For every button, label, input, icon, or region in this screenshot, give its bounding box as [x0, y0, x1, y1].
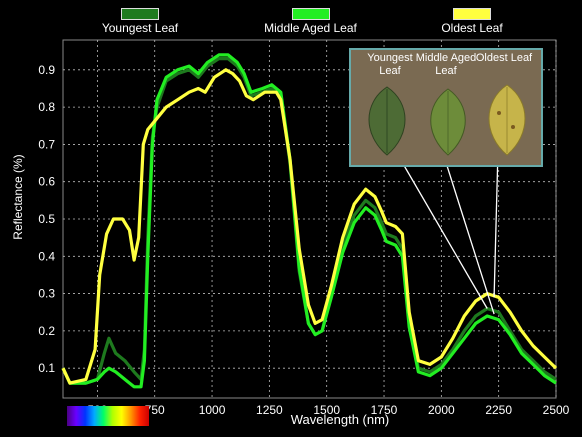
middle-aged-leaf-image [430, 88, 466, 156]
legend-item-oldest: Oldest Leaf [432, 8, 512, 35]
visible-spectrum-bar [67, 406, 149, 426]
legend-label-youngest: Youngest Leaf [101, 21, 179, 35]
y-tick-label: 0.3 [38, 287, 55, 301]
legend: Youngest Leaf Middle Aged Leaf Oldest Le… [0, 0, 582, 40]
legend-swatch-oldest [453, 8, 491, 20]
inset-label-oldest: Oldest Leaf [475, 52, 533, 64]
x-tick-label: 1000 [199, 403, 226, 417]
leaf-photo-inset: Youngest Leaf Middle Aged Leaf Oldest Le… [349, 48, 543, 167]
legend-item-youngest: Youngest Leaf [100, 8, 180, 35]
y-tick-label: 0.9 [38, 63, 55, 77]
y-tick-label: 0.5 [38, 212, 55, 226]
legend-swatch-youngest [121, 8, 159, 20]
y-tick-label: 0.8 [38, 100, 55, 114]
inset-label-middle: Middle Aged Leaf [415, 52, 477, 77]
legend-label-oldest: Oldest Leaf [441, 21, 503, 35]
inset-label-youngest: Youngest Leaf [367, 52, 413, 77]
series-line-2 [61, 68, 558, 385]
x-tick-label: 1750 [371, 403, 398, 417]
x-axis-label: Wavelength (nm) [290, 412, 390, 427]
x-tick-label: 2000 [428, 403, 455, 417]
oldest-leaf-image [488, 84, 526, 156]
y-tick-label: 0.1 [38, 361, 55, 375]
y-axis-label: Reflectance (%) [11, 154, 25, 240]
y-tick-label: 0.4 [38, 249, 55, 263]
x-tick-label: 750 [145, 403, 165, 417]
youngest-leaf-image [368, 86, 406, 156]
x-tick-label: 2500 [543, 403, 570, 417]
x-tick-label: 1500 [313, 403, 340, 417]
x-tick-label: 1250 [256, 403, 283, 417]
y-tick-label: 0.2 [38, 324, 55, 338]
x-tick-label: 2250 [485, 403, 512, 417]
y-tick-label: 0.7 [38, 137, 55, 151]
annotation-arrow [394, 149, 488, 309]
legend-label-middle: Middle Aged Leaf [264, 21, 357, 35]
annotation-arrow [441, 149, 495, 315]
annotation-arrow [493, 149, 499, 298]
legend-swatch-middle [291, 8, 330, 20]
y-tick-label: 0.6 [38, 175, 55, 189]
legend-item-middle: Middle Aged Leaf [258, 8, 363, 35]
